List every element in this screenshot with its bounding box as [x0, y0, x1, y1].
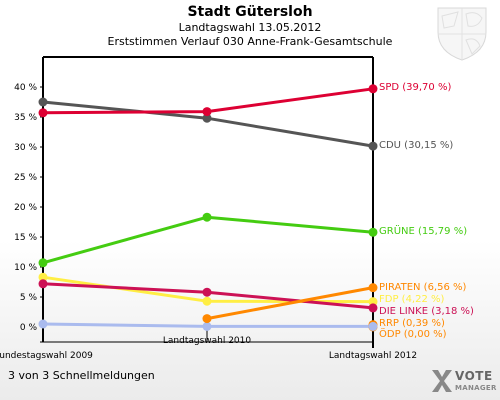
y-tick-label: 25 %	[14, 173, 37, 183]
logo-text-vote: VOTE	[455, 369, 493, 383]
series-line-gr-ne	[42, 215, 374, 265]
y-tick-label: 0 %	[20, 323, 38, 333]
chart-subtitle-district: Erststimmen Verlauf 030 Anne-Frank-Gesam…	[107, 35, 393, 48]
data-point-cdu	[368, 141, 378, 151]
end-label-rrp: RRP (0,39 %)	[379, 318, 445, 329]
y-tick-label: 35 %	[14, 113, 37, 123]
y-tick-label: 20 %	[14, 203, 37, 213]
end-label-piraten: PIRATEN (6,56 %)	[379, 282, 467, 293]
data-point-sonstige	[368, 321, 378, 331]
data-point-die-linke	[368, 303, 378, 313]
y-tick-label: 10 %	[14, 263, 37, 273]
end-label--dp: ÖDP (0,00 %)	[379, 327, 447, 340]
data-point-gr-ne	[202, 212, 212, 222]
x-tick-label: Landtagswahl 2012	[329, 351, 417, 361]
y-tick-label: 40 %	[14, 83, 37, 93]
end-label-gr-ne: GRÜNE (15,79 %)	[379, 224, 467, 237]
data-point-die-linke	[38, 279, 48, 289]
chart-title: Stadt Gütersloh	[187, 4, 313, 20]
data-point-sonstige	[202, 321, 212, 331]
data-point-spd	[38, 108, 48, 118]
data-point-cdu	[38, 97, 48, 107]
chart-subtitle-election: Landtagswahl 13.05.2012	[178, 21, 322, 34]
end-label-cdu: CDU (30,15 %)	[379, 140, 453, 151]
x-tick-label: Bundestagswahl 2009	[0, 351, 93, 361]
data-point-gr-ne	[368, 227, 378, 237]
y-tick-label: 30 %	[14, 143, 37, 153]
data-point-spd	[202, 107, 212, 117]
data-point-piraten	[202, 314, 212, 324]
end-label-die-linke: DIE LINKE (3,18 %)	[379, 306, 474, 317]
logo-text-manager: MANAGER	[455, 384, 497, 392]
data-point-fdp	[202, 296, 212, 306]
data-point-cdu	[202, 113, 212, 123]
vote-x-icon	[432, 370, 452, 392]
end-label-fdp: FDP (4,22 %)	[379, 294, 445, 305]
data-point-piraten	[368, 283, 378, 293]
y-tick-label: 15 %	[14, 233, 37, 243]
chart-header: Stadt Gütersloh Landtagswahl 13.05.2012 …	[0, 4, 500, 49]
data-point-fdp	[38, 272, 48, 282]
data-point-die-linke	[202, 287, 212, 297]
series-line-piraten	[206, 286, 374, 321]
end-label-spd: SPD (39,70 %)	[379, 82, 451, 93]
y-tick-label: 5 %	[20, 293, 38, 303]
x-tick-label: Landtagswahl 2010	[163, 336, 252, 346]
data-point-fdp	[368, 297, 378, 307]
data-point-gr-ne	[38, 258, 48, 268]
vote-manager-logo: VOTE MANAGER	[430, 366, 498, 398]
data-point-sonstige	[38, 319, 48, 329]
data-point-spd	[368, 84, 378, 94]
report-count: 3 von 3 Schnellmeldungen	[8, 369, 155, 382]
coat-of-arms-icon	[437, 7, 487, 61]
